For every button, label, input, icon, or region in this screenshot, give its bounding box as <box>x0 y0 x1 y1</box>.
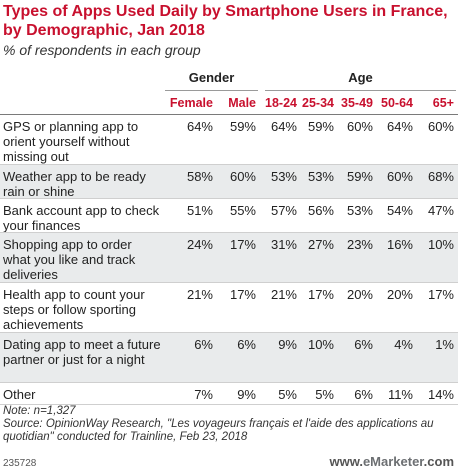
table-cell: 59% <box>229 119 256 134</box>
table-cell: 31% <box>270 237 297 252</box>
column-header: 35-49 <box>341 96 373 110</box>
table-cell: 54% <box>386 203 413 218</box>
table-cell: 14% <box>427 387 454 402</box>
table-cell: 68% <box>427 169 454 184</box>
row-divider <box>0 164 458 165</box>
table-cell: 53% <box>346 203 373 218</box>
table-cell: 24% <box>186 237 213 252</box>
table-cell: 17% <box>229 287 256 302</box>
row-divider <box>0 382 458 383</box>
header-rule <box>0 114 458 115</box>
table-cell: 58% <box>186 169 213 184</box>
table-row: GPS or planning app to orient yourself w… <box>0 115 458 165</box>
table-cell: 10% <box>307 337 334 352</box>
table-cell: 9% <box>237 387 256 402</box>
table-cell: 51% <box>186 203 213 218</box>
table-cell: 6% <box>194 337 213 352</box>
table-cell: 60% <box>346 119 373 134</box>
table-cell: 47% <box>427 203 454 218</box>
table-cell: 27% <box>307 237 334 252</box>
chart-id: 235728 <box>3 458 37 469</box>
row-divider <box>0 198 458 199</box>
group-header-gender: Gender <box>188 70 235 85</box>
table-row: Bank account app to check your finances 5… <box>0 199 458 233</box>
row-divider <box>0 282 458 283</box>
table-cell: 64% <box>270 119 297 134</box>
column-header: Female <box>169 96 213 110</box>
row-label: Shopping app to order what you like and … <box>3 237 136 282</box>
column-header: 25-34 <box>302 96 334 110</box>
table-cell: 56% <box>307 203 334 218</box>
table-cell: 20% <box>346 287 373 302</box>
table-cell: 9% <box>278 337 297 352</box>
table-cell: 55% <box>229 203 256 218</box>
table-row: Dating app to meet a future partner or j… <box>0 333 458 383</box>
row-label: Bank account app to check your finances <box>3 203 160 233</box>
source: Source: OpinionWay Research, "Les voyage… <box>3 418 434 443</box>
table-cell: 53% <box>270 169 297 184</box>
table-cell: 23% <box>346 237 373 252</box>
table-cell: 6% <box>354 337 373 352</box>
group-rule <box>265 90 456 91</box>
table-cell: 6% <box>354 387 373 402</box>
table-cell: 11% <box>387 387 413 402</box>
row-label: Other <box>3 387 36 402</box>
table-cell: 64% <box>186 119 213 134</box>
row-label: Health app to count your steps or follow… <box>3 287 145 332</box>
column-header: Male <box>228 96 256 110</box>
table-cell: 21% <box>270 287 297 302</box>
column-header: 18-24 <box>265 96 297 110</box>
table-cell: 59% <box>346 169 373 184</box>
table-cell: 17% <box>229 237 256 252</box>
table-cell: 20% <box>386 287 413 302</box>
table-row: Health app to count your steps or follow… <box>0 283 458 333</box>
table-cell: 60% <box>427 119 454 134</box>
table-cell: 60% <box>229 169 256 184</box>
table-cell: 53% <box>307 169 334 184</box>
table-cell: 59% <box>307 119 334 134</box>
table-cell: 1% <box>435 337 454 352</box>
note: Note: n=1,327 <box>3 405 76 417</box>
column-header: 65+ <box>432 96 454 110</box>
chart-subtitle: % of respondents in each group <box>3 42 201 58</box>
table-cell: 6% <box>237 337 256 352</box>
table-cell: 16% <box>386 237 413 252</box>
brand-prefix: www. <box>329 454 363 469</box>
row-label: Dating app to meet a future partner or j… <box>3 337 161 367</box>
row-divider <box>0 232 458 233</box>
table-cell: 5% <box>315 387 334 402</box>
table-cell: 64% <box>386 119 413 134</box>
table-cell: 17% <box>427 287 454 302</box>
row-label: GPS or planning app to orient yourself w… <box>3 119 139 164</box>
table-cell: 21% <box>186 287 213 302</box>
column-header: 50-64 <box>381 96 413 110</box>
table-cell: 60% <box>386 169 413 184</box>
group-rule <box>165 90 258 91</box>
table-cell: 5% <box>278 387 297 402</box>
table-cell: 10% <box>427 237 454 252</box>
brand-suffix: .com <box>423 454 454 469</box>
brand-name: eMarketer <box>362 454 424 469</box>
table-cell: 57% <box>270 203 297 218</box>
table-cell: 17% <box>307 287 334 302</box>
table-cell: 7% <box>194 387 213 402</box>
table-row: Weather app to be ready rain or shine 58%… <box>0 165 458 199</box>
row-label: Weather app to be ready rain or shine <box>3 169 146 199</box>
group-header-age: Age <box>348 70 373 85</box>
row-divider <box>0 404 458 405</box>
brand-logo: www.eMarketer.com <box>329 454 454 469</box>
table-row: Other 7% 9% 5% 5% 6% 11% 14% <box>0 383 458 405</box>
table-cell: 4% <box>394 337 413 352</box>
chart-title: Types of Apps Used Daily by Smartphone U… <box>3 3 448 39</box>
row-divider <box>0 332 458 333</box>
table-row: Shopping app to order what you like and … <box>0 233 458 283</box>
